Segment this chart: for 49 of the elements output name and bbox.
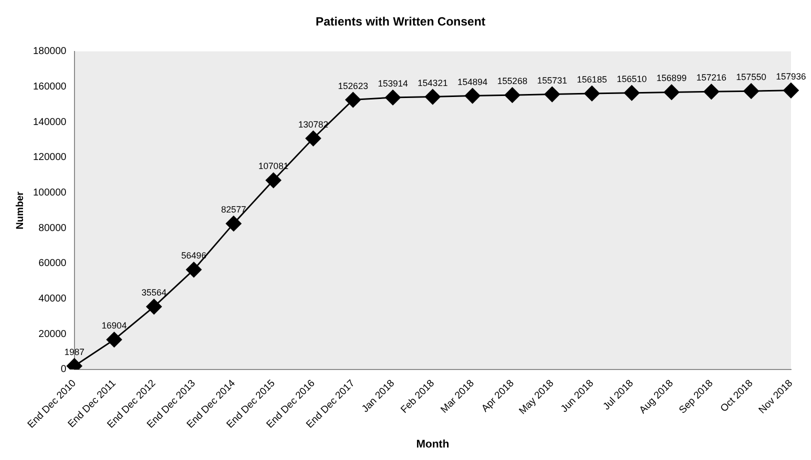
x-axis-title: Month (416, 438, 450, 450)
point (186, 262, 202, 278)
point (226, 216, 242, 232)
data-label: 155268 (497, 76, 528, 86)
point (424, 89, 440, 105)
point (743, 83, 759, 99)
point (146, 298, 162, 314)
y-tick-label: 60000 (38, 258, 67, 270)
y-tick-label: 180000 (32, 46, 67, 58)
data-label: 153914 (378, 78, 408, 88)
y-tick-label: 20000 (38, 328, 67, 340)
chart-title: Patients with Written Consent (316, 14, 486, 29)
y-tick-label: 160000 (32, 81, 67, 92)
y-tick-label: 100000 (32, 188, 67, 199)
data-label: 82577 (221, 204, 246, 215)
point (345, 92, 361, 108)
point (464, 88, 480, 104)
point (544, 86, 560, 102)
data-label: 130782 (298, 119, 328, 130)
point (305, 130, 321, 146)
data-label: 156185 (576, 74, 607, 84)
point (783, 82, 799, 98)
point (664, 84, 680, 100)
data-label: 152623 (338, 80, 368, 91)
data-label: 156899 (656, 73, 687, 84)
data-label: 154321 (418, 78, 448, 88)
y-axis-title: Number (14, 191, 26, 230)
point (584, 86, 600, 102)
data-label: 16904 (102, 320, 127, 331)
data-label: 155731 (537, 75, 568, 86)
y-tick-label: 120000 (32, 152, 67, 164)
point (704, 84, 720, 100)
data-label: 35564 (141, 288, 167, 298)
point (624, 85, 640, 101)
data-label: 56496 (181, 250, 206, 261)
point (504, 87, 520, 103)
point (266, 172, 282, 188)
data-label: 157550 (736, 72, 766, 82)
y-tick-label: 80000 (38, 222, 67, 234)
data-label: 156510 (616, 74, 647, 84)
y-tick-label: 0 (60, 364, 67, 376)
data-label: 154894 (457, 76, 488, 87)
y-tick-label: 40000 (38, 294, 67, 305)
point (385, 90, 401, 106)
data-label: 1987 (64, 346, 84, 357)
data-label: 157936 (776, 71, 806, 82)
y-tick-label: 140000 (32, 116, 67, 128)
data-label: 157216 (696, 72, 726, 83)
point (106, 332, 122, 348)
